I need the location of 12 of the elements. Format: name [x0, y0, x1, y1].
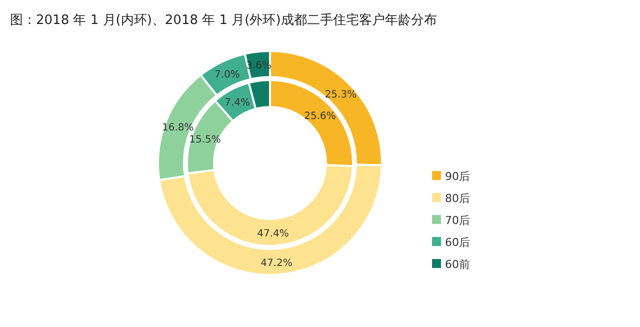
- data-label: 7.4%: [224, 98, 250, 109]
- legend-label: 60前: [445, 258, 470, 271]
- data-label: 47.4%: [257, 228, 289, 240]
- legend-label: 90后: [445, 170, 470, 183]
- data-label: 47.2%: [260, 258, 292, 269]
- data-label: 25.6%: [304, 110, 336, 122]
- data-label: 25.3%: [324, 90, 357, 101]
- legend-label: 60后: [445, 236, 470, 249]
- data-label: 7.0%: [214, 70, 240, 81]
- legend-label: 70后: [445, 214, 470, 227]
- chart-title: 图：2018 年 1 月(内环)、2018 年 1 月(外环)成都二手住宅客户年龄分布: [10, 12, 437, 28]
- legend-label: 80后: [445, 192, 470, 205]
